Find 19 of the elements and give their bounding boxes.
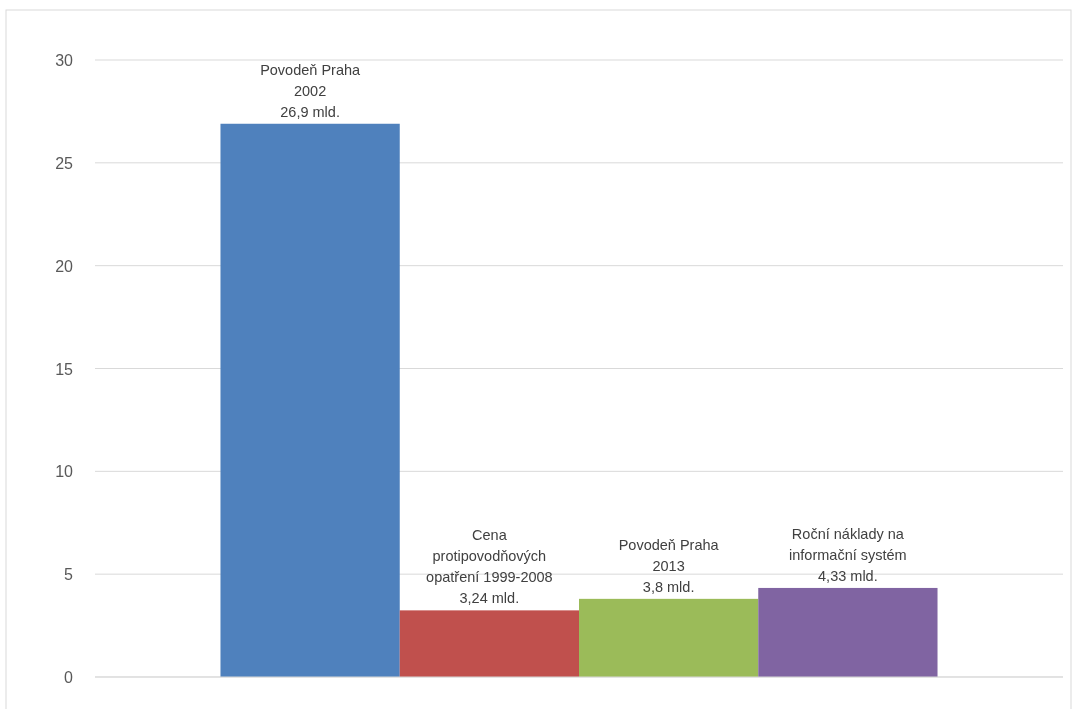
y-tick-label: 20 — [55, 257, 74, 275]
bar — [399, 610, 579, 677]
series-label: Roční náklady na informační systém — [789, 525, 907, 563]
y-tick-label: 25 — [55, 154, 74, 172]
y-tick-label: 15 — [55, 360, 74, 378]
data-label: 3,8 mld. — [642, 578, 695, 595]
bar — [579, 598, 759, 677]
series-label: Povodeň Praha 2013 — [618, 536, 720, 574]
data-label: 3,24 mld. — [459, 590, 520, 607]
y-tick-label: 30 — [55, 52, 74, 69]
y-tick-label: 10 — [55, 463, 74, 481]
data-label: 4,33 mld. — [818, 567, 878, 584]
y-tick-label: 0 — [64, 669, 74, 686]
data-label: 26,9 mld. — [280, 103, 340, 120]
series-label: Cena protipovodňových opatření 1999-2008 — [426, 527, 553, 586]
y-tick-label: 5 — [64, 566, 74, 584]
bar — [220, 123, 400, 677]
series-label: Povodeň Praha 2002 — [260, 61, 362, 99]
bar — [758, 587, 938, 677]
